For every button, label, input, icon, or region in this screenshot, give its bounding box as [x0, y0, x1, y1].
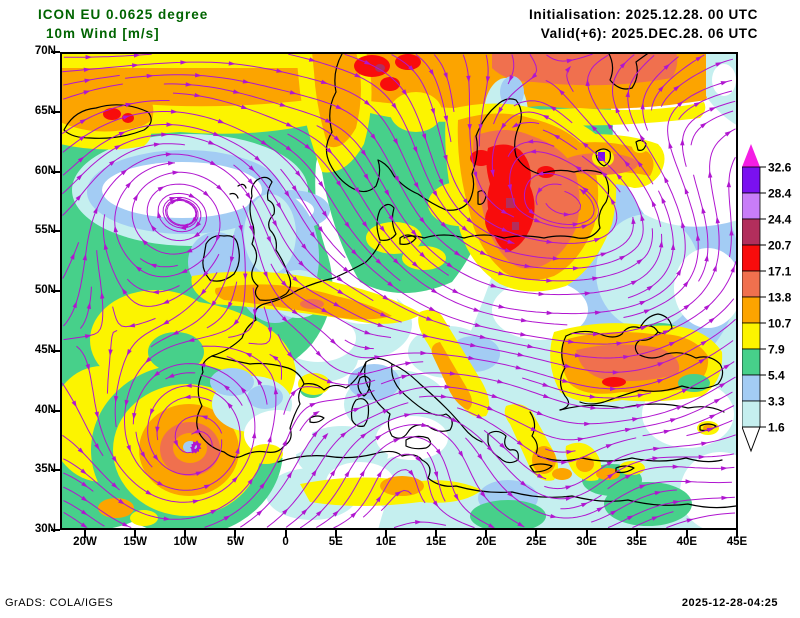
lon-tick	[685, 530, 688, 538]
legend-color-block	[742, 166, 761, 194]
legend-value-label: 20.7	[768, 239, 792, 253]
lat-label: 65N	[34, 104, 56, 117]
lon-label: 30E	[576, 536, 597, 548]
legend-color-block	[742, 374, 761, 402]
lon-tick	[384, 530, 387, 538]
legend-value-label: 3.3	[768, 395, 785, 409]
lon-tick	[635, 530, 638, 538]
map-frame	[60, 52, 738, 530]
legend-value-label: 13.8	[768, 291, 792, 305]
legend-color-block	[742, 270, 761, 298]
legend-over-arrow	[742, 144, 760, 167]
lon-label: 25E	[526, 536, 547, 548]
chart-titles-left: ICON EU 0.0625 degree 10m Wind [m/s]	[38, 5, 208, 43]
lon-label: 0	[282, 536, 289, 548]
init-time-label: Initialisation: 2025.12.28. 00 UTC	[529, 7, 758, 22]
lon-tick	[134, 530, 137, 538]
lon-label: 10E	[375, 536, 397, 548]
lon-label: 45E	[726, 536, 748, 548]
lon-tick	[435, 530, 438, 538]
lon-label: 20W	[73, 536, 97, 548]
legend-color-block	[742, 348, 761, 376]
lat-tick	[51, 170, 60, 173]
lat-label: 60N	[34, 164, 56, 177]
valid-time-label: Valid(+6): 2025.DEC.28. 06 UTC	[540, 26, 758, 41]
lon-tick	[234, 530, 237, 538]
chart-titles-right: Initialisation: 2025.12.28. 00 UTC Valid…	[529, 5, 758, 43]
lon-tick	[284, 530, 287, 538]
grads-credit: GrADS: COLA/IGES	[5, 597, 114, 609]
lon-label: 5W	[226, 536, 245, 548]
lat-label: 70N	[34, 45, 56, 57]
lon-label: 5E	[328, 536, 343, 548]
lon-tick	[334, 530, 337, 538]
lon-label: 20E	[475, 536, 497, 548]
wind-map	[60, 52, 738, 530]
legend-value-label: 24.4	[768, 213, 792, 227]
lat-tick	[51, 349, 60, 352]
legend-value-label: 1.6	[768, 421, 785, 435]
legend-under-arrow	[742, 426, 761, 453]
legend-value-label: 17.1	[768, 265, 792, 279]
lon-label: 35E	[626, 536, 647, 548]
wind-speed-legend: 32.6 28.4 24.4 20.7 17.1 13.8 10.7 7.9 5.4 3.3 1.6	[742, 144, 792, 453]
legend-value-label: 7.9	[768, 343, 785, 357]
lat-tick	[51, 529, 60, 531]
lon-label: 10W	[173, 536, 198, 548]
lon-tick	[585, 530, 588, 538]
lat-label: 30N	[34, 523, 56, 535]
lat-label: 55N	[34, 224, 56, 237]
lat-label: 40N	[34, 403, 56, 416]
lon-tick	[485, 530, 488, 538]
lon-tick	[735, 530, 738, 538]
lon-label: 40E	[676, 536, 698, 548]
lon-label: 15E	[425, 536, 447, 548]
legend-color-block	[742, 400, 761, 428]
creation-timestamp: 2025-12-28-04:25	[681, 597, 778, 609]
legend-value-label: 10.7	[768, 317, 792, 331]
legend-color-block	[742, 322, 761, 350]
variable-title: 10m Wind [m/s]	[46, 26, 160, 41]
lat-tick	[51, 409, 60, 412]
legend-value-label: 32.6	[768, 161, 792, 175]
lon-tick	[184, 530, 187, 538]
lon-label: 15W	[123, 536, 147, 548]
legend-value-label: 28.4	[768, 187, 792, 201]
lon-tick	[535, 530, 538, 538]
lat-tick	[51, 469, 60, 472]
legend-color-block	[742, 192, 761, 220]
legend-color-block	[742, 296, 761, 324]
lat-tick	[51, 110, 60, 113]
lon-tick	[84, 530, 86, 538]
lat-label: 35N	[34, 463, 56, 476]
legend-color-block	[742, 218, 761, 246]
lat-label: 50N	[34, 284, 56, 296]
lat-tick	[51, 230, 60, 233]
model-title: ICON EU 0.0625 degree	[38, 7, 209, 22]
lat-tick	[51, 290, 60, 292]
streamlines	[61, 53, 737, 529]
lat-label: 45N	[34, 343, 56, 356]
legend-value-label: 5.4	[768, 369, 785, 383]
lat-tick	[51, 51, 60, 53]
legend-color-block	[742, 244, 761, 272]
